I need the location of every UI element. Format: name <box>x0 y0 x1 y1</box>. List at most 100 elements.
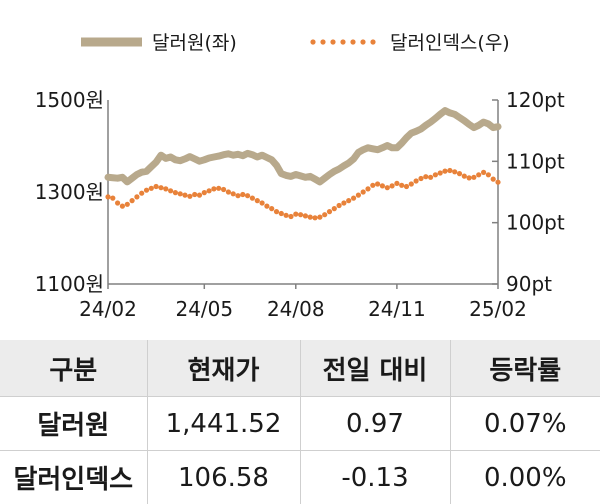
dxy-point <box>322 212 328 218</box>
dxy-point <box>476 172 482 178</box>
dxy-point <box>139 190 145 196</box>
dxy-point <box>225 189 231 195</box>
summary-table: 구분 현재가 전일 대비 등락률 달러원 1,441.52 0.97 0.07%… <box>0 340 600 504</box>
dxy-point <box>211 186 217 192</box>
legend-dot <box>340 39 346 45</box>
dxy-point <box>471 174 477 180</box>
dxy-point <box>153 183 159 190</box>
dxy-point <box>403 183 410 190</box>
dxy-point <box>240 191 246 198</box>
dxy-point <box>384 185 390 191</box>
dxy-point <box>192 191 198 198</box>
dxy-point <box>437 170 443 176</box>
dxy-point <box>355 192 361 198</box>
right-axis-ticks: 120pt 110pt 100pt 90pt <box>492 88 565 296</box>
dxy-point <box>302 213 308 219</box>
dxy-point <box>447 167 453 174</box>
legend-swatch-dxy <box>310 39 376 45</box>
dxy-point <box>293 211 299 217</box>
dxy-point <box>312 215 318 221</box>
dxy-point <box>124 201 130 207</box>
cell-change: -0.13 <box>300 450 451 504</box>
dxy-point <box>346 198 352 204</box>
left-tick-label: 1100원 <box>35 272 104 296</box>
dxy-point <box>259 200 265 206</box>
dxy-point <box>490 176 496 182</box>
dxy-point <box>298 212 304 218</box>
dxy-point <box>143 187 150 193</box>
dxy-point <box>273 209 280 215</box>
dxy-point <box>158 185 164 191</box>
table-row: 달러원 1,441.52 0.97 0.07% <box>0 396 600 451</box>
dxy-point <box>163 186 169 192</box>
cell-change-rate: 0.00% <box>450 450 600 504</box>
cell-current-price: 106.58 <box>147 450 301 504</box>
header-current-price: 현재가 <box>147 340 301 397</box>
x-axis-ticks: 24/02 24/05 24/08 24/11 25/02 <box>79 284 527 321</box>
left-axis-ticks: 1500원 1300원 1100원 <box>35 88 104 296</box>
dxy-point <box>221 186 227 193</box>
dxy-point <box>331 206 337 212</box>
legend-dot <box>310 39 316 45</box>
x-tick-label: 24/11 <box>368 297 426 321</box>
dxy-point <box>442 168 448 174</box>
dxy-point <box>399 182 405 188</box>
dxy-point <box>245 193 251 199</box>
dxy-point <box>182 192 188 198</box>
dxy-point <box>278 210 284 217</box>
dxy-point <box>365 186 371 192</box>
header-category: 구분 <box>0 340 148 397</box>
dxy-point <box>370 182 376 188</box>
x-tick-label: 24/08 <box>267 297 325 321</box>
dxy-point <box>336 202 342 209</box>
dxy-point <box>235 193 241 199</box>
dxy-point <box>394 180 400 186</box>
dxy-point <box>129 198 135 204</box>
dxy-point <box>351 195 357 201</box>
legend-label-usdkrw: 달러원(좌) <box>152 32 237 54</box>
dxy-point <box>428 174 434 180</box>
dxy-point <box>452 169 458 175</box>
right-tick-label: 120pt <box>506 88 565 112</box>
dxy-point <box>307 214 313 220</box>
legend-label-dxy: 달러인덱스(우) <box>390 32 510 54</box>
exchange-rate-chart: 달러원(좌) 달러인덱스(우) 1500원 1300원 1100원 120pt 110… <box>35 32 565 321</box>
dxy-point <box>172 190 178 196</box>
series-usdkrw <box>104 107 502 186</box>
dxy-point <box>360 189 366 195</box>
cell-change: 0.97 <box>300 396 451 451</box>
dxy-point <box>375 181 381 187</box>
legend-dot <box>370 39 376 45</box>
dxy-point <box>206 188 212 194</box>
legend-dot <box>350 39 356 45</box>
dxy-point <box>115 200 121 206</box>
dxy-point <box>201 190 207 196</box>
cell-change-rate: 0.07% <box>450 396 600 451</box>
header-change-rate: 등락률 <box>450 340 600 397</box>
dxy-point <box>187 193 193 199</box>
left-tick-label: 1300원 <box>35 180 104 204</box>
row-label: 달러인덱스 <box>0 450 148 504</box>
dxy-point <box>379 183 385 189</box>
right-tick-label: 110pt <box>506 149 565 173</box>
dxy-point <box>119 203 125 209</box>
dxy-point <box>249 195 255 201</box>
dxy-point <box>461 173 467 179</box>
table-header-row: 구분 현재가 전일 대비 등락률 <box>0 340 600 397</box>
series-dxy <box>105 167 501 221</box>
dxy-point <box>432 172 438 178</box>
right-tick-label: 100pt <box>506 211 565 235</box>
dxy-point <box>148 185 154 191</box>
dxy-point <box>105 194 111 200</box>
dxy-point <box>481 169 487 175</box>
header-change: 전일 대비 <box>300 340 451 397</box>
dxy-point <box>283 212 289 218</box>
table-row: 달러인덱스 106.58 -0.13 0.00% <box>0 450 600 504</box>
x-tick-label: 25/02 <box>469 297 527 321</box>
usdkrw-line <box>104 107 502 186</box>
row-label: 달러원 <box>0 396 148 451</box>
legend-dot <box>330 39 336 45</box>
dxy-point <box>341 200 347 206</box>
dxy-point <box>413 178 419 184</box>
right-tick-label: 90pt <box>506 272 552 296</box>
